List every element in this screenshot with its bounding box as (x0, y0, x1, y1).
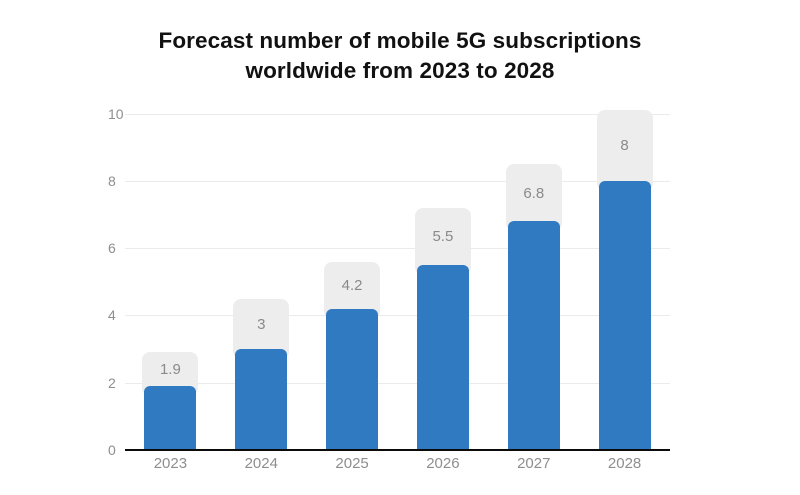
value-label-box (233, 298, 290, 360)
value-label-box (505, 163, 562, 232)
bar-2023 (144, 386, 197, 449)
x-tick-label: 2027 (517, 455, 551, 472)
y-tick-label: 8 (108, 172, 116, 189)
chart-title: Forecast number of mobile 5G subscriptio… (0, 26, 800, 86)
x-tick-label: 2028 (607, 455, 642, 472)
x-tick-label: 2026 (426, 455, 460, 472)
chart-title-line-1: Forecast number of mobile 5G subscriptio… (158, 28, 642, 53)
bar-2028 (598, 180, 651, 449)
y-tick-label: 10 (108, 105, 124, 122)
bar-value-label: 6.8 (523, 184, 545, 202)
bar-value-label: 4.2 (341, 277, 363, 295)
y-tick-label: 6 (108, 240, 116, 257)
x-tick-label: 2025 (335, 455, 369, 472)
bar-value-label: 8 (620, 137, 629, 155)
bar-value-label: 3 (257, 315, 266, 333)
gridline (125, 315, 670, 317)
bar-2026 (416, 264, 469, 449)
x-axis-line (125, 449, 670, 451)
gridline (125, 248, 670, 250)
chart-title-line-2: worldwide from 2023 to 2028 (245, 58, 555, 83)
gridline (125, 113, 670, 115)
value-label-box (414, 207, 471, 275)
gridline (125, 180, 670, 182)
bar-2027 (507, 221, 560, 449)
bar-2024 (235, 349, 288, 449)
x-tick-label: 2023 (153, 455, 188, 472)
bar-value-label: 1.9 (159, 361, 181, 379)
y-tick-label: 2 (108, 374, 116, 391)
bar-2025 (326, 308, 379, 449)
value-label-box (596, 110, 653, 191)
y-tick-label: 0 (108, 442, 116, 458)
y-tick-label: 4 (108, 307, 116, 324)
x-tick-label: 2024 (244, 455, 278, 472)
gridline (125, 382, 670, 384)
bar-value-label: 5.5 (432, 228, 454, 246)
